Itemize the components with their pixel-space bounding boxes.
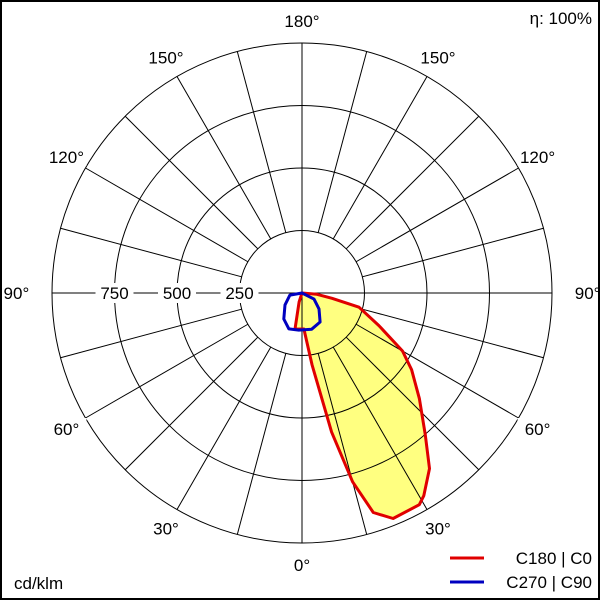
spoke-210 [176,76,272,240]
spoke-75 [362,308,544,359]
radial-label-bg [95,283,134,303]
angle-label-bg [146,46,186,67]
series-line-1 [282,291,322,332]
spoke-60 [355,323,519,419]
angle-label: 150° [420,48,455,67]
angle-label: 180° [284,12,319,31]
angle-label-bg [146,517,186,538]
spoke-240 [85,167,249,263]
angle-label-bg [46,418,87,438]
legend: C180 | C0 C270 | C90 [450,549,592,592]
efficiency-label: η: 100% [530,9,592,28]
spoke-225 [124,115,259,250]
spoke-135 [345,115,480,250]
radial-tick-label: 750 [100,284,128,303]
spoke-105 [362,227,544,278]
angle-label-bg [282,10,322,30]
radial-tick-label: 250 [225,284,253,303]
angle-label-bg [418,46,458,67]
grid [51,42,553,544]
spoke-315 [124,336,259,471]
angle-label: 90° [575,284,600,303]
angle-label-bg [517,146,558,166]
angle-label: 120° [49,148,84,167]
grid-circle-1000 [51,42,553,544]
angle-label: 60° [54,420,80,439]
angle-label-bg [282,554,322,574]
angle-label-bg [46,146,87,166]
spoke-15 [317,353,368,535]
spoke-195 [236,51,287,233]
angle-label: 90° [4,284,30,303]
spoke-30 [332,346,428,510]
labels: 250 500 750 0° 30° 30° 60° 60° 90° 90° 120° 120° 150… [2,10,600,575]
spoke-330 [176,346,272,510]
spoke-255 [60,227,242,278]
spoke-285 [60,308,242,359]
unit-label: cd/klm [14,574,63,593]
spoke-45 [345,336,480,471]
legend-label-c180-c0: C180 | C0 [516,549,592,568]
spoke-300 [85,323,249,419]
angle-label-bg [2,282,37,302]
radial-label-bg [220,283,259,303]
angle-label-bg [517,418,558,438]
spoke-165 [317,51,368,233]
radial-tick-label: 500 [163,284,191,303]
angle-label: 30° [425,520,451,539]
angle-label: 0° [294,556,310,575]
spoke-345 [236,353,287,535]
spoke-150 [332,76,428,240]
angle-label-bg [418,517,458,538]
angle-label-bg [567,282,598,302]
spoke-120 [355,167,519,263]
curves [282,291,431,520]
angle-label: 120° [520,148,555,167]
series-line-0 [293,291,431,520]
angle-label: 60° [525,420,551,439]
radial-label-bg [158,283,196,303]
angle-label: 30° [153,520,179,539]
legend-label-c270-c90: C270 | C90 [506,573,592,592]
angle-label: 150° [148,48,183,67]
